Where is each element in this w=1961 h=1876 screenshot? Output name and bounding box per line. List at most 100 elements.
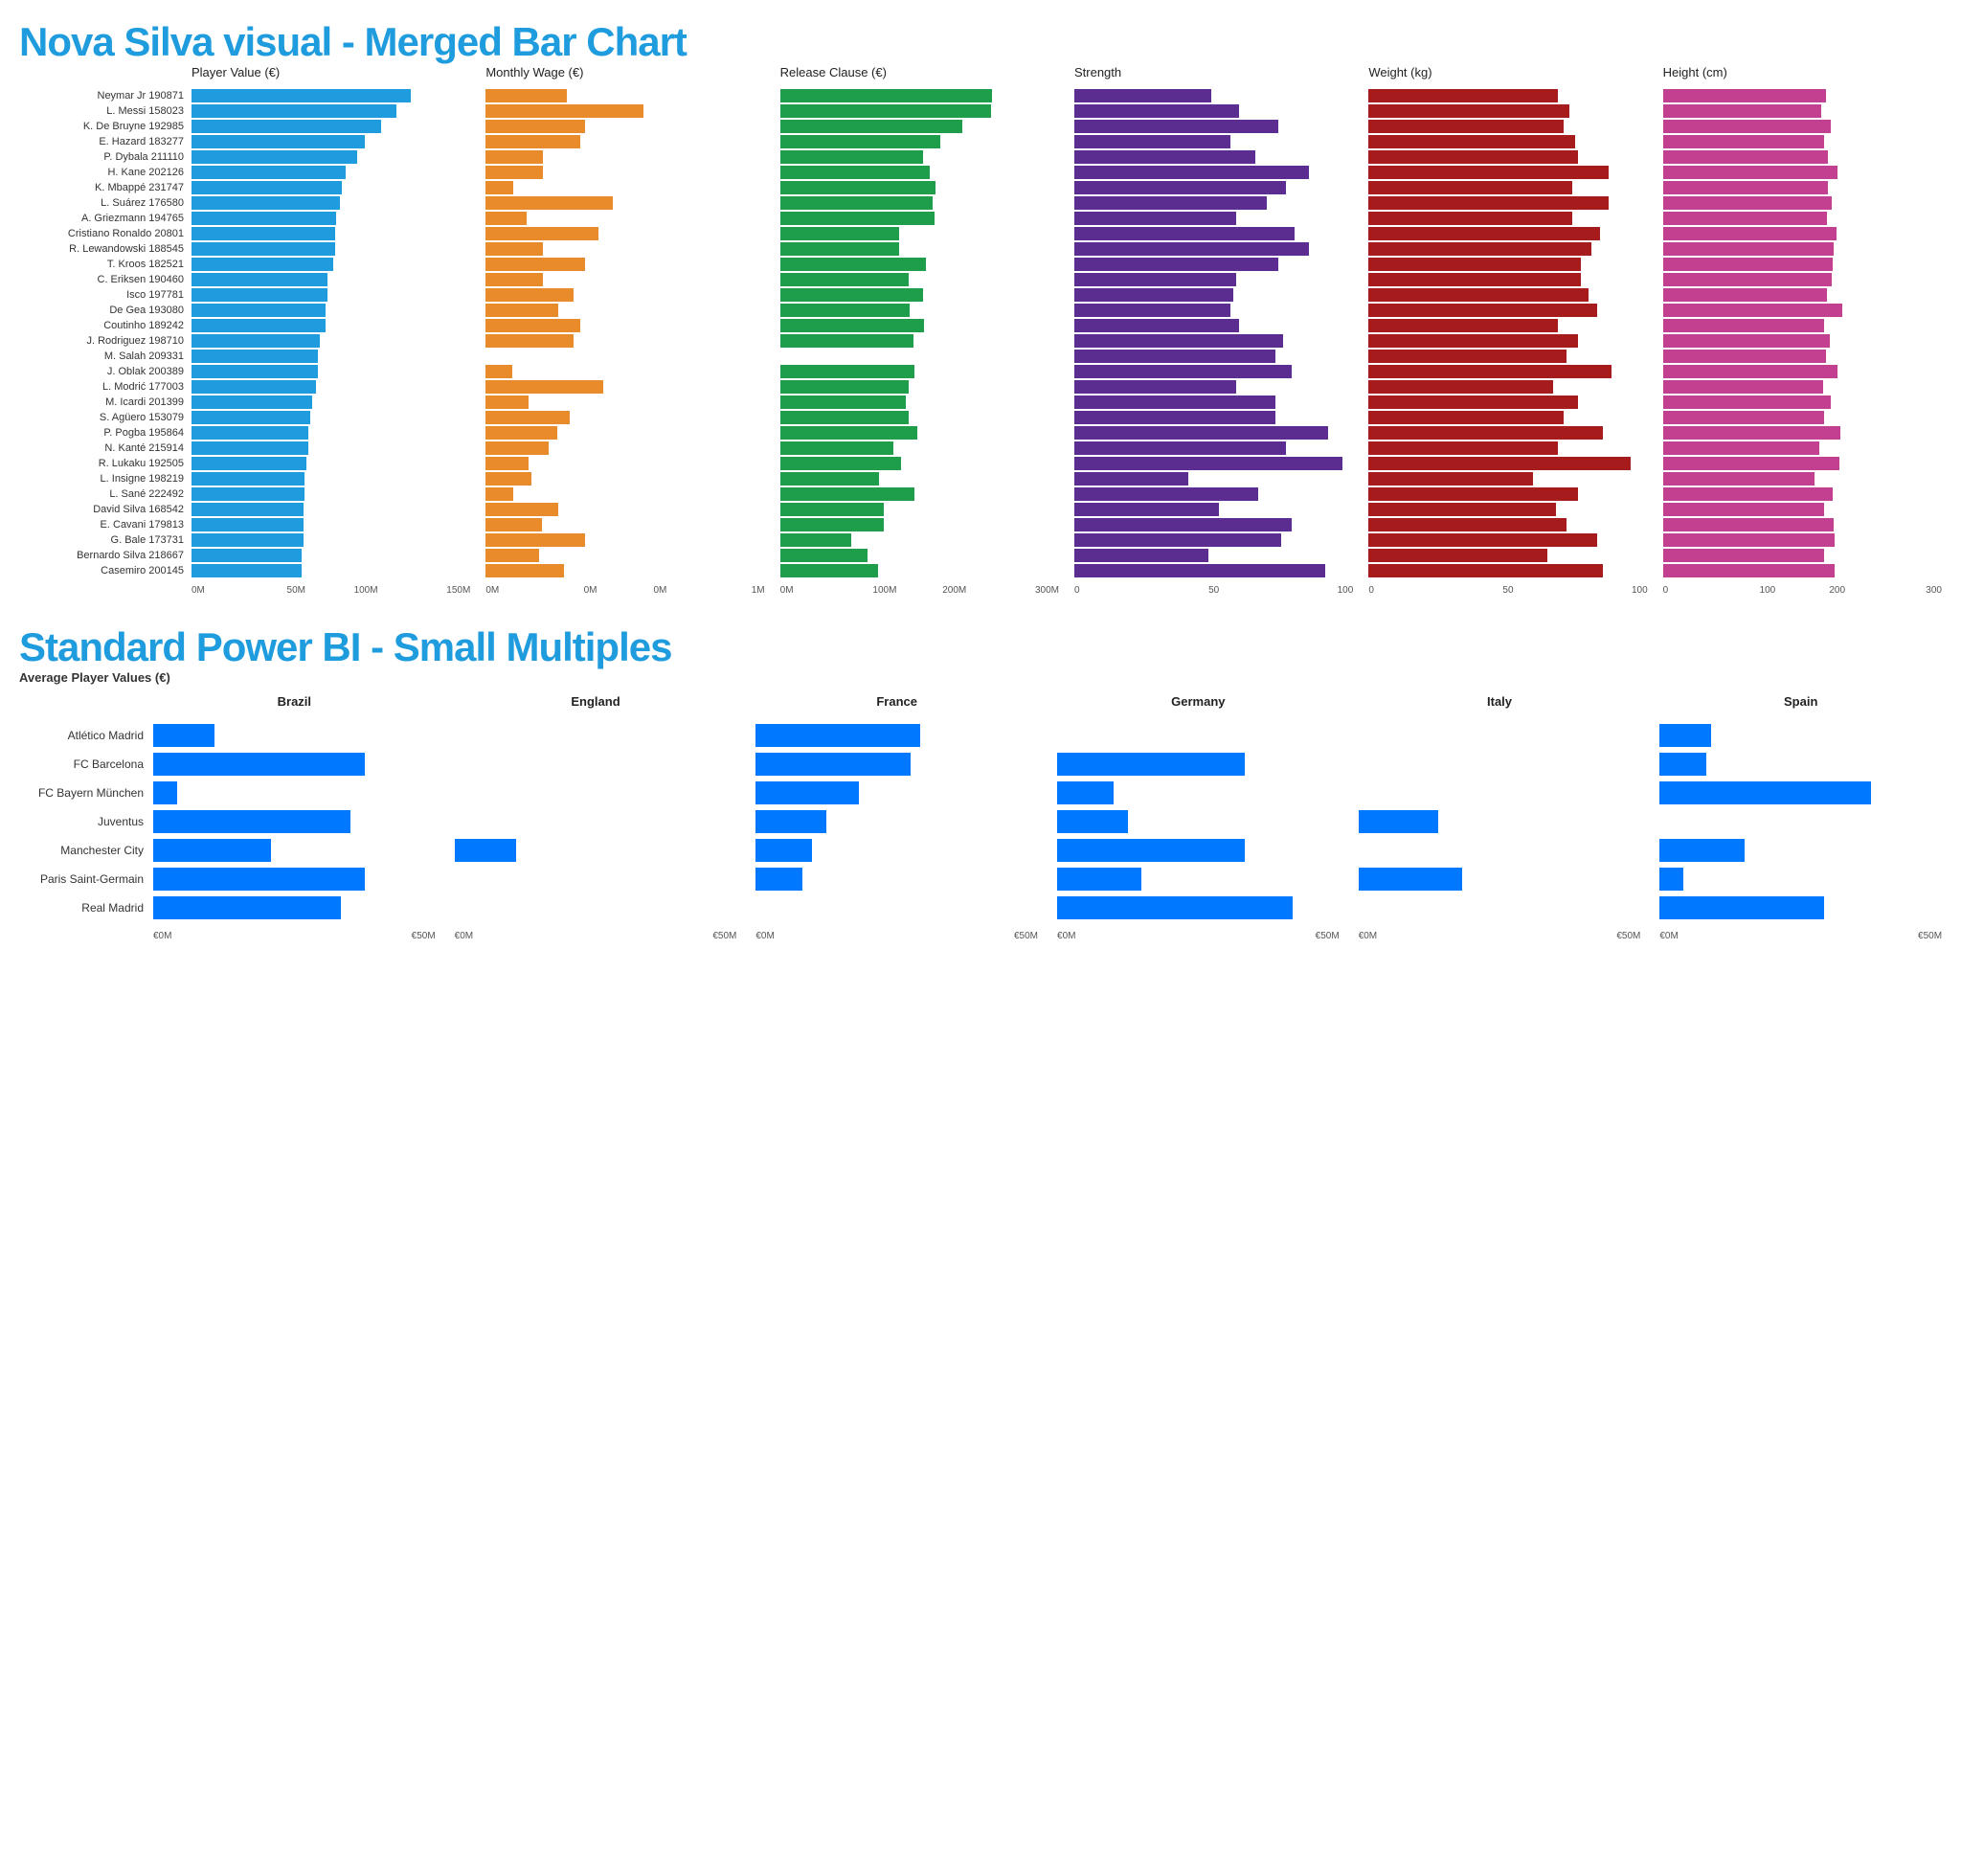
bar[interactable] — [1663, 242, 1835, 256]
bar[interactable] — [780, 457, 901, 470]
bar[interactable] — [1074, 396, 1275, 409]
bar[interactable] — [485, 273, 543, 286]
bar[interactable] — [192, 212, 336, 225]
bar[interactable] — [192, 104, 396, 118]
bar[interactable] — [153, 810, 350, 833]
bar[interactable] — [1663, 166, 1838, 179]
bar[interactable] — [1368, 242, 1591, 256]
bar[interactable] — [755, 868, 802, 891]
bar[interactable] — [1368, 518, 1567, 531]
bar[interactable] — [192, 150, 357, 164]
bar[interactable] — [485, 472, 531, 486]
bar[interactable] — [1074, 196, 1267, 210]
bar[interactable] — [780, 181, 935, 194]
bar[interactable] — [1659, 896, 1824, 919]
bar[interactable] — [1663, 380, 1823, 394]
bar[interactable] — [1057, 781, 1114, 804]
bar[interactable] — [153, 781, 177, 804]
bar[interactable] — [1074, 457, 1342, 470]
bar[interactable] — [755, 810, 826, 833]
bar[interactable] — [153, 724, 214, 747]
bar[interactable] — [780, 258, 926, 271]
bar[interactable] — [192, 487, 304, 501]
bar[interactable] — [755, 839, 812, 862]
bar[interactable] — [485, 503, 558, 516]
bar[interactable] — [1659, 753, 1706, 776]
bar[interactable] — [192, 304, 326, 317]
bar[interactable] — [192, 89, 411, 102]
bar[interactable] — [1074, 518, 1292, 531]
bar[interactable] — [780, 518, 885, 531]
bar[interactable] — [1368, 258, 1580, 271]
bar[interactable] — [780, 564, 878, 577]
bar[interactable] — [1368, 104, 1569, 118]
bar[interactable] — [1368, 120, 1564, 133]
bar[interactable] — [1663, 212, 1827, 225]
bar[interactable] — [1074, 426, 1328, 440]
bar[interactable] — [1663, 487, 1834, 501]
bar[interactable] — [1074, 319, 1239, 332]
bar[interactable] — [1368, 288, 1589, 302]
bar[interactable] — [1663, 426, 1840, 440]
bar[interactable] — [1663, 304, 1842, 317]
bar[interactable] — [192, 533, 304, 547]
bar[interactable] — [153, 753, 365, 776]
bar[interactable] — [1368, 166, 1609, 179]
bar[interactable] — [485, 549, 538, 562]
bar[interactable] — [780, 227, 899, 240]
bar[interactable] — [1663, 533, 1836, 547]
bar[interactable] — [1368, 227, 1600, 240]
bar[interactable] — [1663, 564, 1836, 577]
bar[interactable] — [485, 150, 543, 164]
bar[interactable] — [485, 396, 529, 409]
bar[interactable] — [1368, 89, 1558, 102]
bar[interactable] — [485, 319, 580, 332]
bar[interactable] — [192, 457, 306, 470]
bar[interactable] — [780, 242, 899, 256]
bar[interactable] — [780, 411, 909, 424]
bar[interactable] — [1368, 334, 1577, 348]
bar[interactable] — [192, 396, 312, 409]
bar[interactable] — [153, 868, 365, 891]
bar[interactable] — [1074, 181, 1286, 194]
bar[interactable] — [485, 457, 529, 470]
bar[interactable] — [1074, 150, 1255, 164]
bar[interactable] — [1074, 472, 1188, 486]
bar[interactable] — [485, 518, 541, 531]
bar[interactable] — [1368, 564, 1603, 577]
bar[interactable] — [1663, 104, 1821, 118]
bar[interactable] — [780, 549, 868, 562]
bar[interactable] — [1663, 441, 1819, 455]
bar[interactable] — [192, 564, 302, 577]
bar[interactable] — [192, 411, 310, 424]
bar[interactable] — [1659, 781, 1871, 804]
bar[interactable] — [485, 242, 543, 256]
bar[interactable] — [485, 166, 543, 179]
bar[interactable] — [485, 564, 564, 577]
bar[interactable] — [1663, 350, 1826, 363]
bar[interactable] — [192, 288, 327, 302]
bar[interactable] — [1663, 411, 1824, 424]
bar[interactable] — [780, 319, 925, 332]
bar[interactable] — [1368, 503, 1555, 516]
bar[interactable] — [1368, 365, 1611, 378]
bar[interactable] — [1663, 503, 1824, 516]
bar[interactable] — [1368, 150, 1577, 164]
bar[interactable] — [1057, 896, 1293, 919]
bar[interactable] — [1359, 868, 1462, 891]
bar[interactable] — [1659, 839, 1744, 862]
bar[interactable] — [780, 487, 915, 501]
bar[interactable] — [1368, 196, 1609, 210]
bar[interactable] — [780, 380, 909, 394]
bar[interactable] — [192, 181, 342, 194]
bar[interactable] — [485, 120, 584, 133]
bar[interactable] — [1074, 350, 1275, 363]
bar[interactable] — [192, 350, 318, 363]
bar[interactable] — [1663, 196, 1833, 210]
bar[interactable] — [485, 304, 558, 317]
bar[interactable] — [192, 426, 308, 440]
bar[interactable] — [485, 441, 549, 455]
bar[interactable] — [192, 472, 304, 486]
bar[interactable] — [485, 380, 602, 394]
bar[interactable] — [780, 89, 992, 102]
